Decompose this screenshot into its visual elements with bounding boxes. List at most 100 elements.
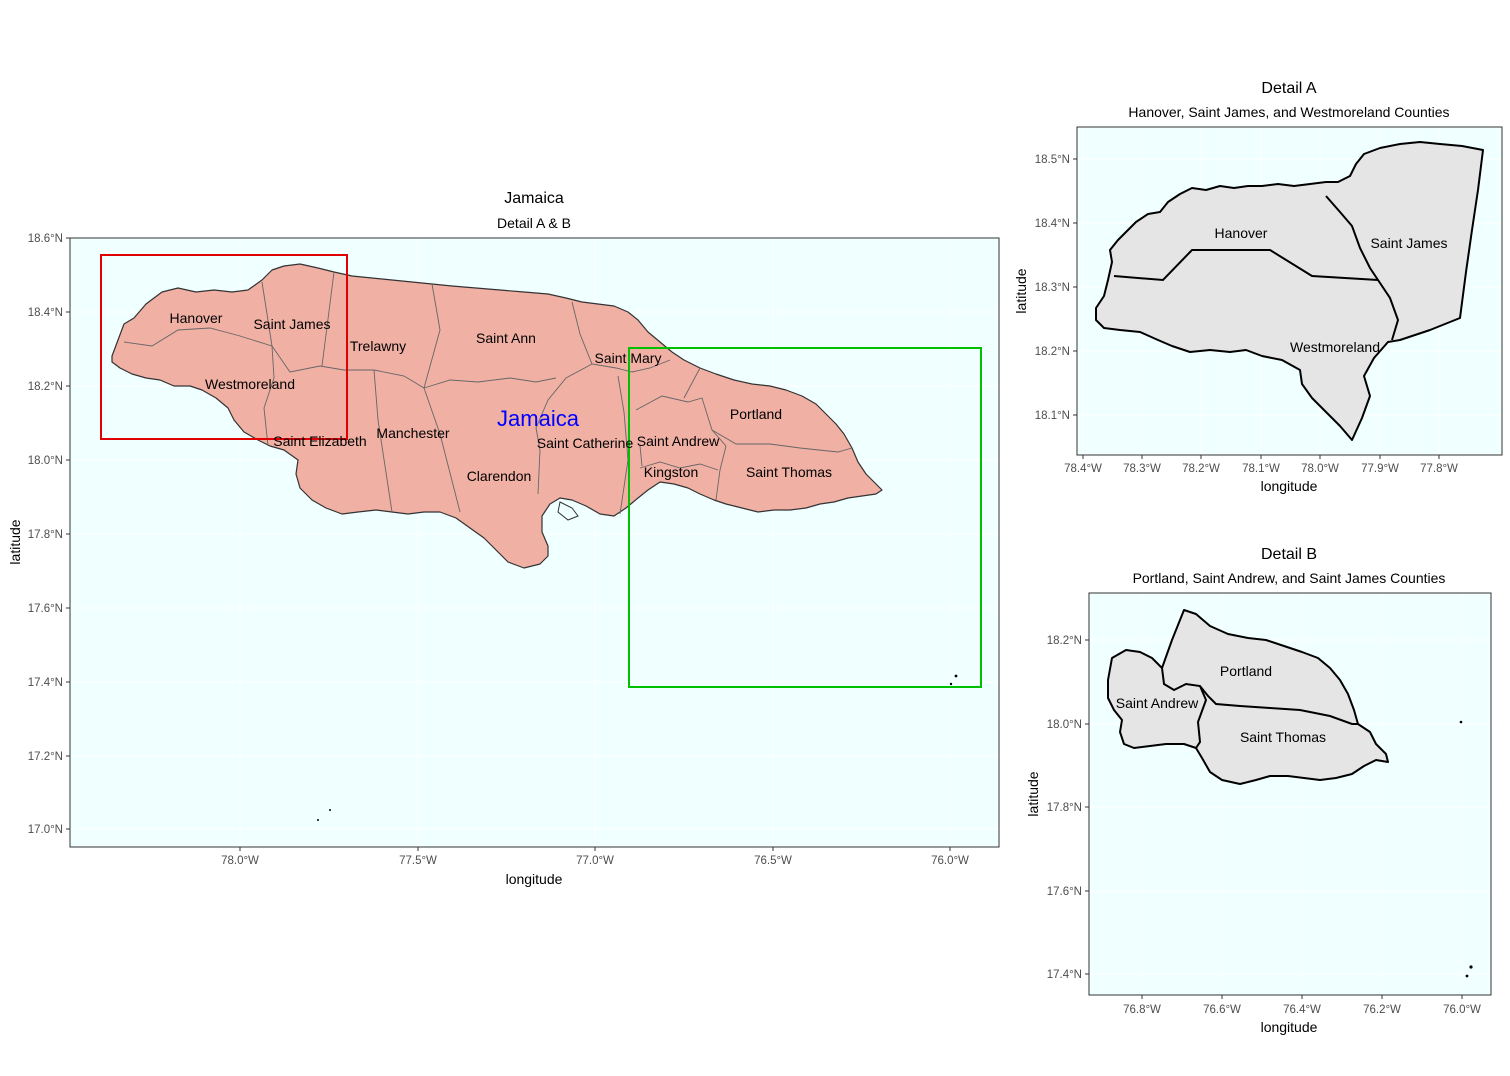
detail-b-land (1107, 609, 1389, 785)
label-saint-james: Saint James (253, 316, 330, 332)
label-saint-mary: Saint Mary (595, 350, 662, 366)
detail-a-y-axis-title: latitude (1013, 268, 1029, 313)
y-tick-label: 17.4°N (1047, 969, 1082, 981)
detail-b-boundaries (1161, 667, 1358, 749)
detail-a-box (100, 254, 348, 440)
label-clarendon: Clarendon (467, 468, 532, 484)
x-tick-label: 78.0°W (1301, 463, 1339, 475)
detail-a-x-ticks (1082, 455, 1440, 459)
x-tick-label: 76.4°W (1283, 1004, 1321, 1016)
detail-b-y-tick-labels: 18.2°N 18.0°N 17.8°N 17.6°N 17.4°N (1047, 635, 1082, 981)
x-tick-label: 76.8°W (1123, 1004, 1161, 1016)
detail-b-map: Detail B Portland, Saint Andrew, and Sai… (1025, 546, 1492, 1035)
morant-cays-islet-2 (1465, 974, 1469, 978)
y-tick-label: 17.8°N (1047, 802, 1082, 814)
pedro-cays-islet (329, 809, 331, 811)
label-saint-james: Saint James (1370, 235, 1447, 251)
detail-a-title: Detail A (1261, 80, 1316, 97)
detail-b-title: Detail B (1261, 546, 1317, 563)
x-tick-label: 76.2°W (1363, 1004, 1401, 1016)
y-tick-label: 18.6°N (28, 233, 63, 245)
parish-boundaries (123, 271, 853, 515)
main-map-title: Jamaica (504, 190, 564, 207)
detail-b-x-axis-title: longitude (1261, 1019, 1318, 1035)
main-map-border (69, 237, 1000, 848)
detail-b-subtitle: Portland, Saint Andrew, and Saint James … (1133, 570, 1446, 586)
label-saint-andrew: Saint Andrew (637, 433, 720, 449)
morant-cays-islet-2 (949, 682, 953, 686)
islet (1459, 720, 1463, 724)
label-saint-thomas: Saint Thomas (1240, 729, 1326, 745)
kingston-harbour-cay (557, 501, 579, 521)
detail-a-map: Detail A Hanover, Saint James, and Westm… (1013, 80, 1503, 494)
detail-b-y-ticks (1085, 639, 1089, 975)
x-tick-label: 77.0°W (576, 855, 614, 867)
pedro-cays-islet-2 (317, 819, 319, 821)
detail-b-gridlines (1089, 593, 1491, 995)
label-kingston: Kingston (644, 464, 698, 480)
label-westmoreland: Westmoreland (1290, 339, 1380, 355)
y-tick-label: 17.8°N (28, 529, 63, 541)
y-tick-label: 18.0°N (28, 455, 63, 467)
label-saint-catherine: Saint Catherine (537, 435, 634, 451)
y-tick-label: 17.6°N (1047, 886, 1082, 898)
label-hanover: Hanover (1215, 225, 1268, 241)
detail-a-border (1076, 126, 1503, 456)
detail-a-x-axis-title: longitude (1261, 478, 1318, 494)
detail-a-parish-labels: Hanover Saint James Westmoreland (1215, 225, 1448, 355)
morant-cays-islet (954, 674, 958, 678)
x-tick-label: 78.0°W (221, 855, 259, 867)
y-tick-label: 17.0°N (28, 824, 63, 836)
main-map-y-ticks (66, 237, 70, 830)
y-tick-label: 18.2°N (1035, 346, 1070, 358)
detail-b-y-axis-title: latitude (1025, 771, 1041, 816)
detail-b-x-tick-labels: 76.8°W 76.6°W 76.4°W 76.2°W 76.0°W (1123, 1004, 1481, 1016)
main-map: Jamaica Detail A & B (7, 190, 1000, 887)
y-tick-label: 17.4°N (28, 677, 63, 689)
label-saint-elizabeth: Saint Elizabeth (273, 433, 366, 449)
detail-a-land (1095, 141, 1484, 441)
detail-a-subtitle: Hanover, Saint James, and Westmoreland C… (1128, 104, 1449, 120)
main-map-x-ticks (239, 847, 951, 851)
main-map-x-axis-title: longitude (506, 871, 563, 887)
y-tick-label: 18.2°N (1047, 635, 1082, 647)
x-tick-label: 78.4°W (1064, 463, 1102, 475)
label-saint-ann: Saint Ann (476, 330, 536, 346)
y-tick-label: 18.4°N (28, 307, 63, 319)
label-saint-andrew: Saint Andrew (1116, 695, 1199, 711)
x-tick-label: 78.1°W (1242, 463, 1280, 475)
main-map-parish-labels: Hanover Saint James Trelawny Saint Ann S… (170, 310, 833, 484)
label-hanover: Hanover (170, 310, 223, 326)
label-trelawny: Trelawny (350, 338, 406, 354)
morant-cays-islet (1469, 965, 1473, 969)
detail-a-x-tick-labels: 78.4°W 78.3°W 78.2°W 78.1°W 78.0°W 77.9°… (1064, 463, 1458, 475)
x-tick-label: 77.5°W (399, 855, 437, 867)
x-tick-label: 78.2°W (1182, 463, 1220, 475)
x-tick-label: 76.6°W (1203, 1004, 1241, 1016)
main-map-y-axis-title: latitude (7, 519, 23, 564)
detail-b-x-ticks (1141, 995, 1463, 999)
detail-b-parish-labels: Portland Saint Andrew Saint Thomas (1116, 663, 1326, 745)
label-saint-thomas: Saint Thomas (746, 464, 832, 480)
y-tick-label: 18.4°N (1035, 218, 1070, 230)
y-tick-label: 18.5°N (1035, 154, 1070, 166)
y-tick-label: 17.6°N (28, 603, 63, 615)
x-tick-label: 78.3°W (1123, 463, 1161, 475)
x-tick-label: 77.8°W (1420, 463, 1458, 475)
label-portland: Portland (730, 406, 782, 422)
label-country-jamaica: Jamaica (497, 406, 580, 431)
main-map-x-tick-labels: 78.0°W 77.5°W 77.0°W 76.5°W 76.0°W (221, 855, 969, 867)
y-tick-label: 17.2°N (28, 751, 63, 763)
label-portland: Portland (1220, 663, 1272, 679)
detail-b-box (628, 347, 982, 688)
y-tick-label: 18.1°N (1035, 410, 1070, 422)
label-manchester: Manchester (376, 425, 449, 441)
y-tick-label: 18.2°N (28, 381, 63, 393)
detail-a-y-tick-labels: 18.5°N 18.4°N 18.3°N 18.2°N 18.1°N (1035, 154, 1070, 422)
x-tick-label: 76.0°W (1443, 1004, 1481, 1016)
x-tick-label: 76.0°W (931, 855, 969, 867)
main-map-subtitle: Detail A & B (497, 215, 571, 231)
y-tick-label: 18.3°N (1035, 282, 1070, 294)
detail-a-boundaries (1113, 195, 1400, 341)
